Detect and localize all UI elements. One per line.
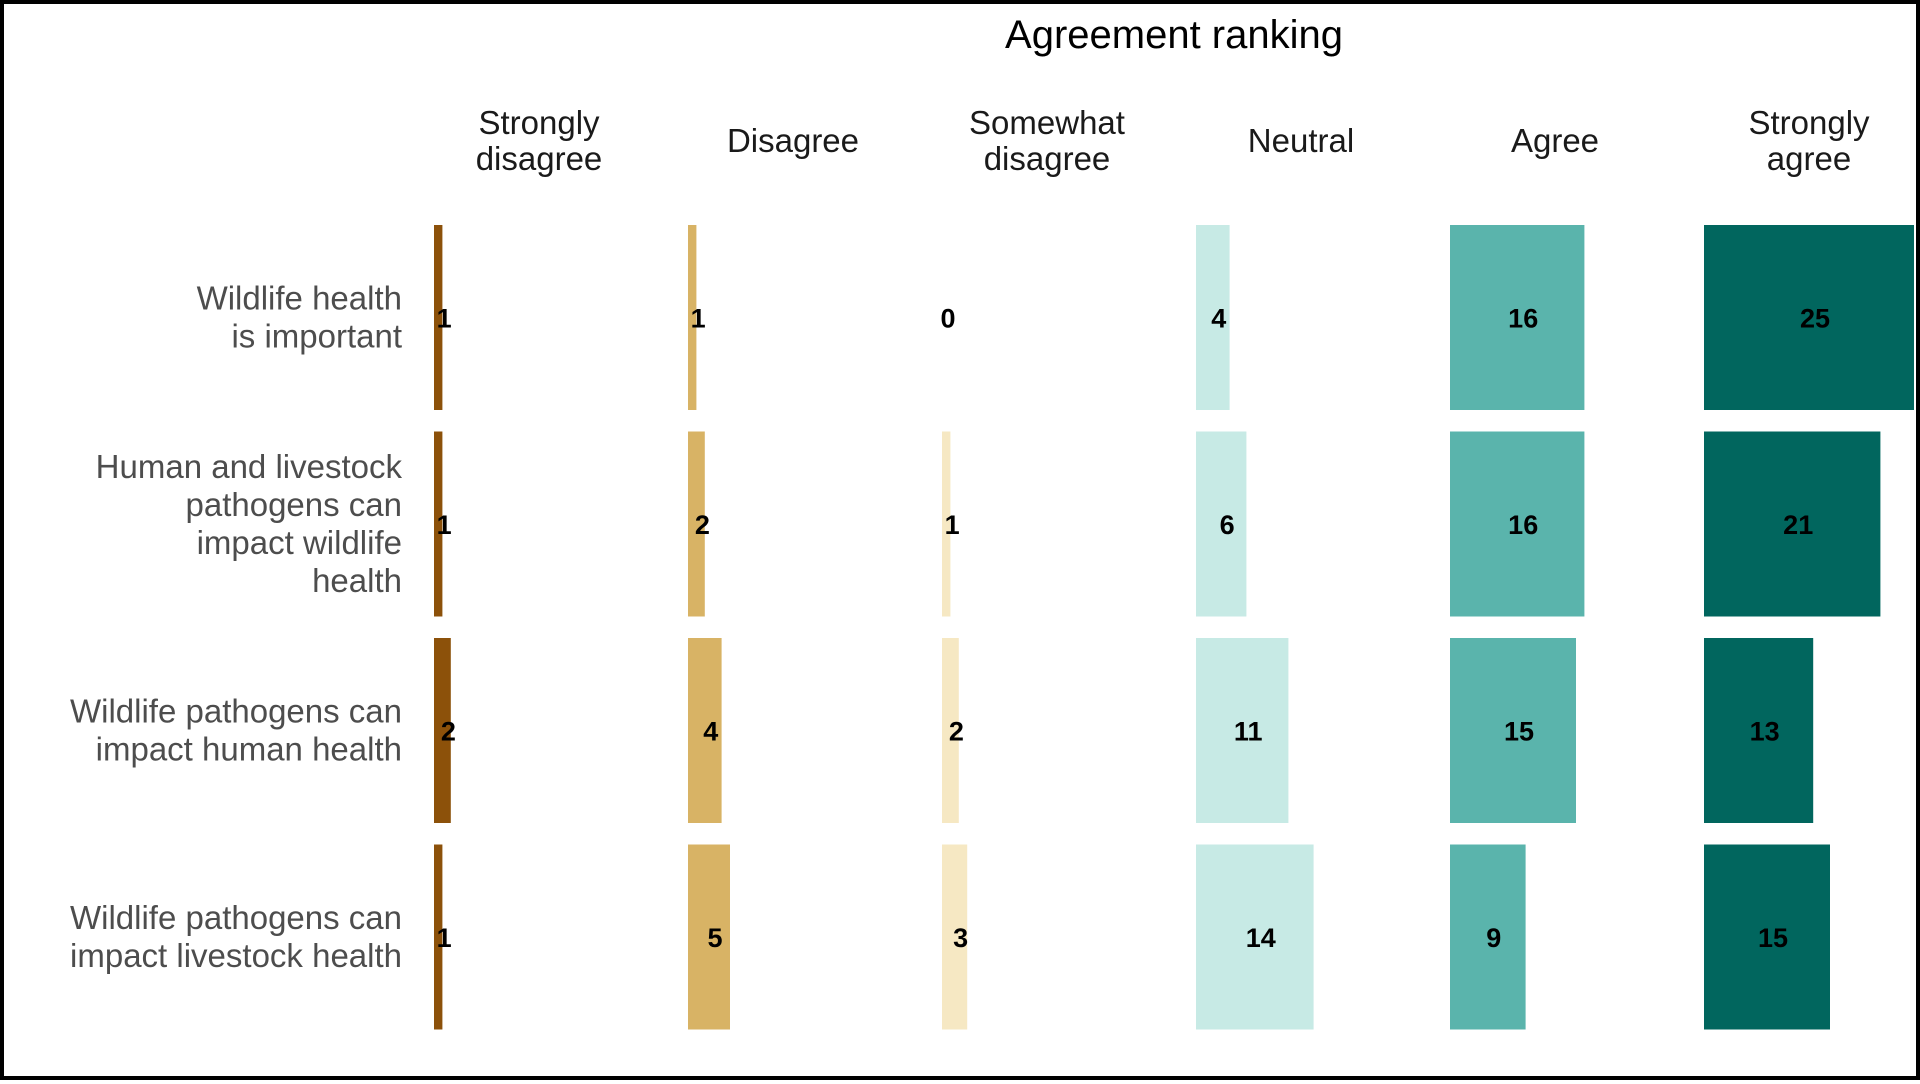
- value-label-row2-strongly-agree: 21: [1783, 510, 1813, 540]
- bar-row3-strongly-disagree: [434, 638, 451, 823]
- bars: [434, 225, 1914, 1030]
- bar-row2-strongly-agree: [1704, 431, 1881, 617]
- value-label-row1-strongly-agree: 25: [1800, 304, 1830, 334]
- value-label-row1-strongly-disagree: 1: [437, 304, 452, 334]
- value-label-row1-neutral: 4: [1211, 304, 1226, 334]
- column-label-neutral: Neutral: [1248, 122, 1354, 159]
- value-labels: 1 1 0 4 16 251 2 1 6 16 212 4 2 11 15 131 5 3 14 9 15: [437, 304, 1830, 954]
- value-label-row3-somewhat-disagree: 2: [949, 717, 964, 747]
- bar-row3-neutral: [1196, 638, 1289, 823]
- value-label-row1-somewhat-disagree: 0: [940, 304, 955, 334]
- row-label-wildlife-pathogens-can-impact-livestock-health: Wildlife pathogens can impact livestock h…: [70, 899, 402, 974]
- bar-row2-strongly-disagree: [434, 431, 443, 617]
- bar-row1-agree: [1450, 225, 1585, 410]
- value-label-row2-agree: 16: [1508, 510, 1538, 540]
- bar-row1-disagree: [688, 225, 697, 410]
- value-label-row2-somewhat-disagree: 1: [945, 510, 960, 540]
- value-label-row3-agree: 15: [1504, 717, 1534, 747]
- agreement-chart: Agreement ranking Strongly disagree Disagr…: [70, 13, 1914, 1030]
- bar-row1-strongly-disagree: [434, 225, 443, 410]
- bar-row2-somewhat-disagree: [942, 431, 951, 617]
- row-label-human-and-livestock-pathogens-can-impact-wildlife-health: Human and livestock pathogens can impact w…: [96, 448, 403, 599]
- bar-row3-disagree: [688, 638, 722, 823]
- bar-row2-disagree: [688, 431, 705, 617]
- column-label-somewhat-disagree: Somewhat disagree: [969, 104, 1125, 177]
- bar-row2-agree: [1450, 431, 1585, 617]
- bar-row4-disagree: [688, 844, 730, 1030]
- bar-row1-strongly-agree: [1704, 225, 1914, 410]
- value-label-row1-disagree: 1: [691, 304, 706, 334]
- bar-row4-strongly-agree: [1704, 844, 1830, 1030]
- value-label-row4-agree: 9: [1486, 923, 1501, 953]
- column-labels: Strongly disagree Disagree Somewhat disagree…: [476, 104, 1870, 177]
- value-label-row2-neutral: 6: [1220, 510, 1235, 540]
- bar-row3-agree: [1450, 638, 1576, 823]
- column-label-strongly-disagree: Strongly disagree: [476, 104, 603, 177]
- bar-row3-strongly-agree: [1704, 638, 1814, 823]
- column-label-strongly-agree: Strongly agree: [1748, 104, 1870, 177]
- row-label-wildlife-health-is-important: Wildlife health is important: [197, 280, 402, 355]
- bar-row3-somewhat-disagree: [942, 638, 959, 823]
- column-label-agree: Agree: [1511, 122, 1599, 159]
- value-label-row4-neutral: 14: [1246, 923, 1276, 953]
- column-label-disagree: Disagree: [727, 122, 859, 159]
- value-label-row2-strongly-disagree: 1: [437, 510, 452, 540]
- value-label-row4-disagree: 5: [707, 923, 722, 953]
- value-label-row1-agree: 16: [1508, 304, 1538, 334]
- value-label-row3-strongly-agree: 13: [1750, 717, 1780, 747]
- bar-row4-somewhat-disagree: [942, 844, 968, 1030]
- value-label-row2-disagree: 2: [695, 510, 710, 540]
- value-label-row3-disagree: 4: [703, 717, 718, 747]
- bar-row4-strongly-disagree: [434, 844, 443, 1030]
- chart-title: Agreement ranking: [1005, 13, 1343, 57]
- value-label-row4-strongly-agree: 15: [1758, 923, 1788, 953]
- value-label-row3-strongly-disagree: 2: [441, 717, 456, 747]
- value-label-row4-somewhat-disagree: 3: [953, 923, 968, 953]
- bar-row4-agree: [1450, 844, 1526, 1030]
- row-labels: Wildlife health is important Human and liv…: [70, 280, 403, 975]
- bar-row4-neutral: [1196, 844, 1314, 1030]
- value-label-row3-neutral: 11: [1234, 717, 1263, 747]
- value-label-row4-strongly-disagree: 1: [437, 923, 452, 953]
- bar-row2-neutral: [1196, 431, 1247, 617]
- row-label-wildlife-pathogens-can-impact-human-health: Wildlife pathogens can impact human healt…: [70, 693, 402, 768]
- bar-row1-neutral: [1196, 225, 1230, 410]
